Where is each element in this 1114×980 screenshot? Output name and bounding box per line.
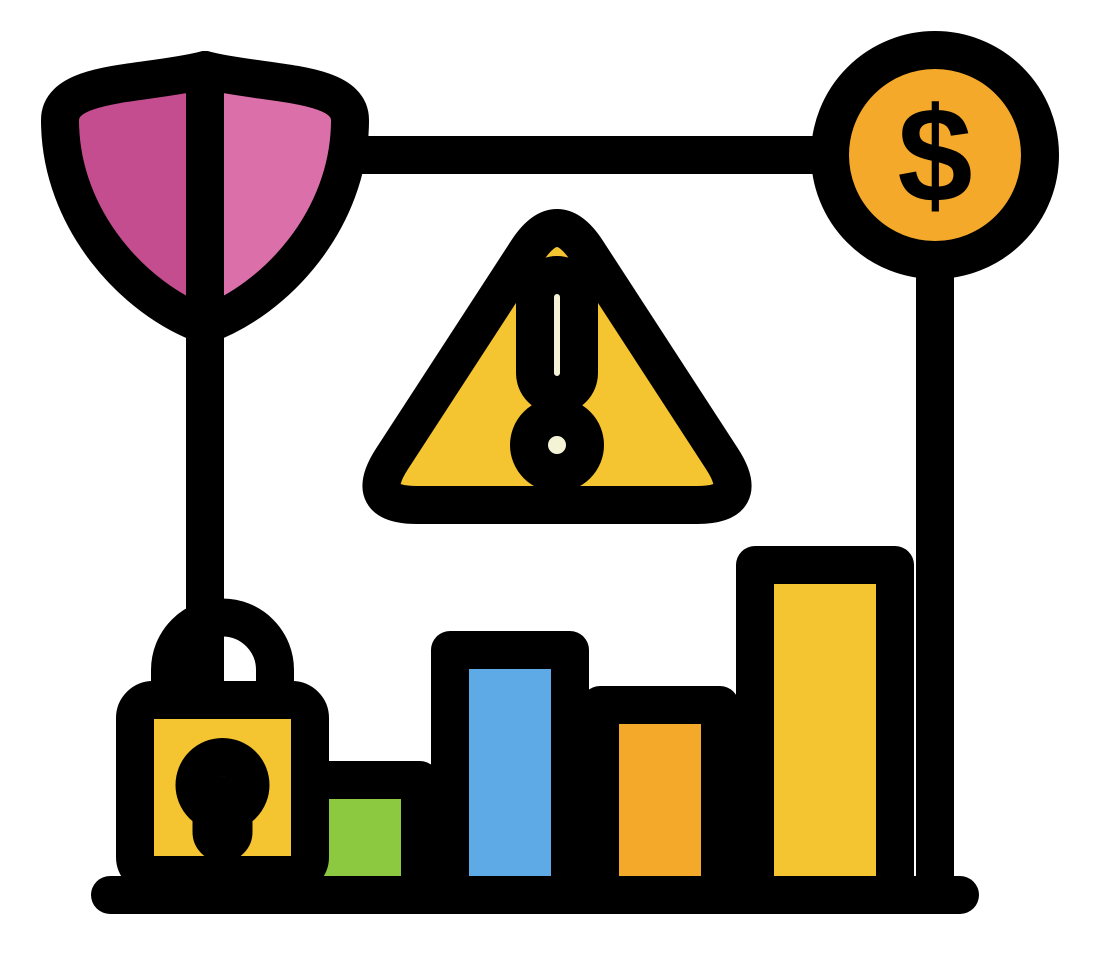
bar-1	[450, 650, 570, 895]
exclamation-bar	[535, 275, 579, 395]
financial-risk-security-icon: $	[0, 0, 1114, 980]
bar-2	[600, 705, 720, 895]
bar-chart	[300, 565, 895, 895]
shield-left	[60, 70, 205, 325]
exclamation-dot	[529, 417, 585, 473]
dollar-symbol: $	[897, 80, 972, 231]
shield-right	[205, 70, 350, 325]
bar-3	[755, 565, 895, 895]
